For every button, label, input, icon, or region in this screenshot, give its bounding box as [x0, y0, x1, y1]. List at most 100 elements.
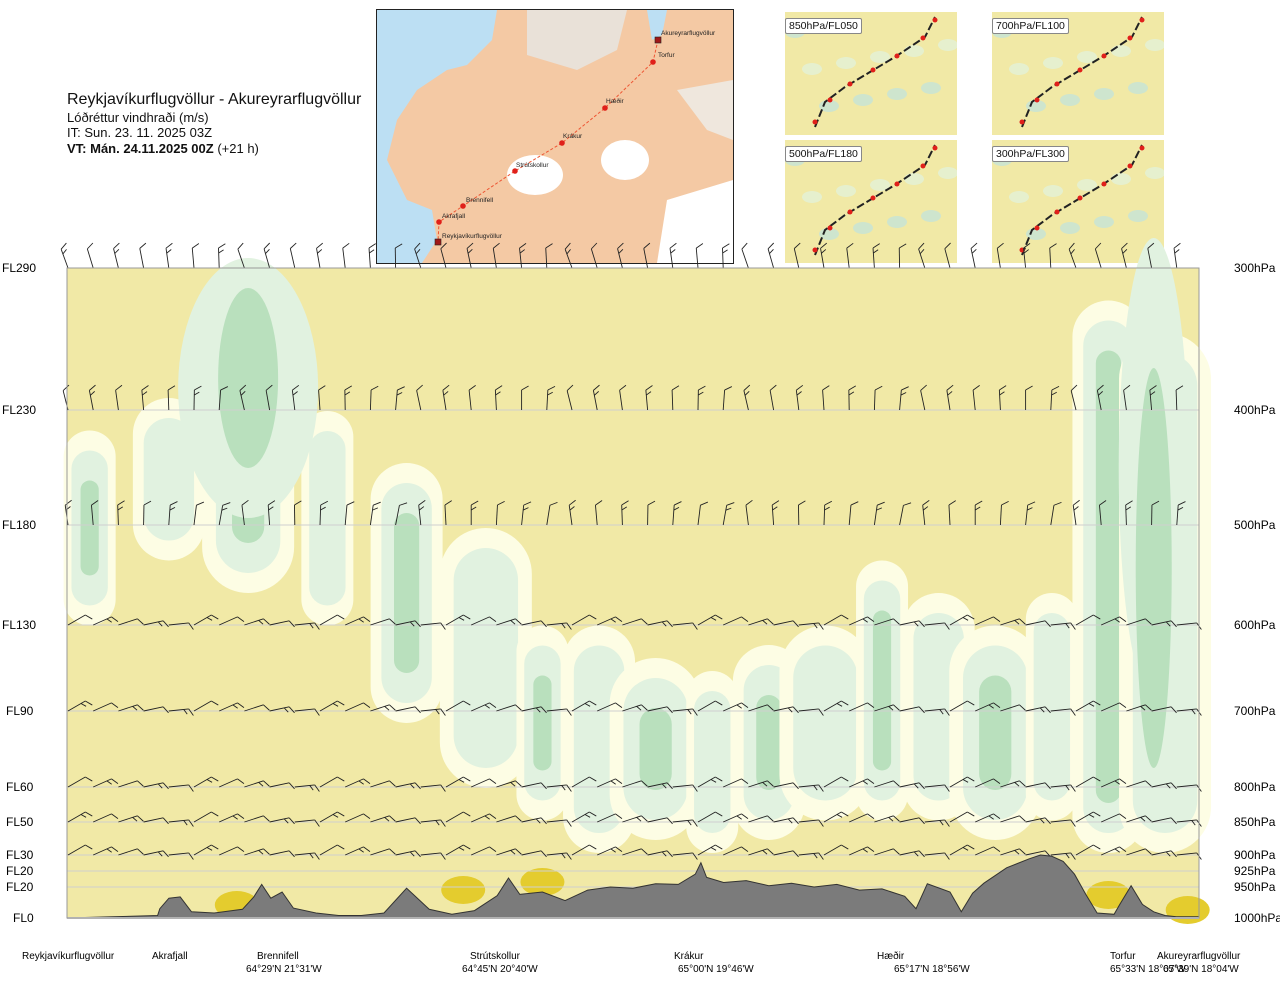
wind-barb [697, 385, 706, 411]
wind-barb [1147, 242, 1155, 269]
barb-feather [610, 780, 616, 785]
wind-barb [269, 620, 295, 628]
barb-feather [288, 706, 295, 714]
route-path [437, 39, 659, 243]
barb-shaft [745, 505, 749, 526]
barb-shaft [918, 248, 926, 269]
barb-feather [111, 616, 119, 622]
barb-feather [967, 811, 975, 817]
barb-feather [211, 700, 219, 706]
barb-shaft [420, 819, 441, 823]
barb-feather [792, 850, 799, 858]
wind-barb [1050, 784, 1076, 792]
barb-feather [414, 817, 421, 825]
barb-shaft [970, 248, 976, 269]
barb-feather [615, 616, 623, 622]
barb-feather [615, 846, 623, 852]
variable-label: Lóðréttur vindhraði (m/s) [67, 110, 209, 125]
wind-barb [975, 846, 1001, 856]
barb-feather [443, 391, 449, 396]
barb-feather [519, 249, 525, 254]
barb-feather [1177, 501, 1186, 506]
barb-shaft [219, 778, 238, 788]
wind-barb [394, 243, 403, 269]
barb-shaft [849, 813, 868, 823]
barb-feather [818, 819, 824, 827]
wind-barb [219, 702, 245, 712]
barb-feather [918, 706, 925, 714]
barb-shaft [823, 776, 842, 788]
barb-shaft [1101, 702, 1120, 712]
barb-feather [824, 500, 833, 506]
barb-feather [974, 506, 981, 511]
barb-feather [547, 391, 553, 396]
barb-shaft [622, 848, 642, 856]
wind-barb [899, 817, 925, 825]
barb-shaft [899, 782, 920, 788]
barb-feather [564, 242, 571, 250]
barb-feather [621, 500, 629, 506]
barb-feather [85, 700, 93, 706]
barb-feather [258, 850, 264, 855]
barb-feather [265, 249, 270, 254]
wind-barb [695, 243, 704, 269]
wind-barb [597, 846, 623, 856]
barb-feather [962, 617, 969, 621]
barb-shaft [924, 708, 945, 712]
barb-feather [1145, 780, 1152, 787]
wind-barb [1075, 614, 1101, 626]
barb-feather [115, 384, 123, 391]
barb-feather [1093, 614, 1101, 620]
barb-feather [188, 819, 194, 827]
barb-shaft [920, 390, 926, 411]
barb-feather [162, 817, 169, 825]
barb-feather [183, 820, 188, 826]
wind-barb [519, 243, 527, 269]
barb-feather [1093, 700, 1101, 706]
inset-contour [1145, 167, 1164, 179]
updraft-core [394, 513, 420, 673]
barb-shaft [319, 776, 338, 788]
wind-barb [949, 700, 975, 712]
barb-shaft [1025, 505, 1029, 526]
waypoint-coord: 65°39'N 18°04'W [1163, 964, 1239, 975]
barb-shaft [344, 505, 348, 526]
wind-barb [294, 819, 320, 827]
glacier-langjokull [507, 155, 563, 195]
barb-feather [692, 708, 698, 716]
y-axis-labels: FL290 300hPa FL230 400hPa FL180 500hPa FL130 60… [2, 261, 1280, 925]
wind-barb [1151, 706, 1177, 714]
barb-feather [540, 620, 547, 628]
barb-feather [566, 249, 571, 255]
barb-feather [641, 780, 648, 787]
wind-barb [1151, 500, 1160, 526]
wind-barb [743, 384, 751, 411]
barb-shaft [899, 390, 902, 411]
wind-barb [521, 620, 547, 628]
barb-feather [621, 506, 628, 511]
barb-shaft [167, 389, 170, 411]
barb-feather [540, 706, 547, 714]
fl-label: FL50 [6, 815, 34, 829]
inset-contour [1043, 57, 1063, 69]
barb-feather [288, 620, 295, 628]
barb-feather [89, 384, 96, 391]
barb-shaft [647, 706, 668, 712]
wind-barb [219, 778, 245, 788]
wind-barb [849, 616, 875, 626]
wind-barb [590, 242, 598, 269]
barb-shaft [849, 702, 868, 712]
barb-shaft [820, 248, 825, 269]
barb-feather [1121, 242, 1128, 249]
wind-barb [697, 700, 723, 712]
barb-feather [913, 783, 919, 789]
barb-feather [589, 614, 597, 620]
wind-barb [748, 848, 774, 856]
barb-shaft [241, 505, 245, 526]
barb-feather [561, 853, 566, 859]
barb-shaft [269, 706, 290, 712]
hpa-label: 950hPa [1234, 880, 1276, 894]
barb-feather [237, 846, 245, 852]
wind-barb [521, 385, 529, 410]
waypoint-marker [650, 59, 656, 65]
